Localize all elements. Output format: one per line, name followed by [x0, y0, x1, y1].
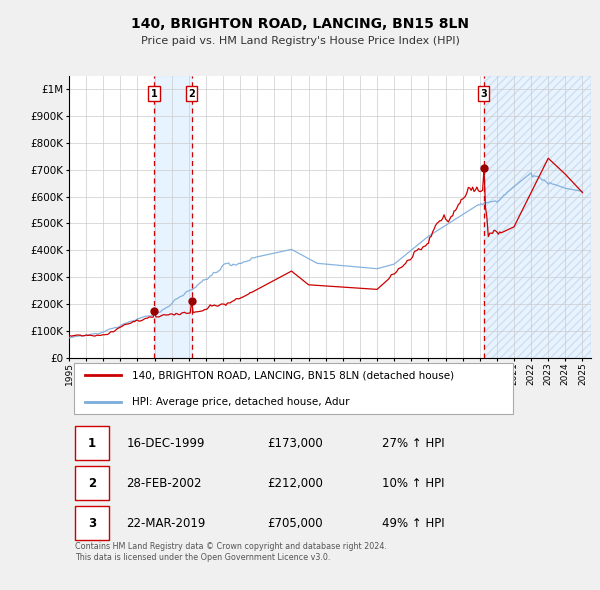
FancyBboxPatch shape — [75, 426, 109, 460]
FancyBboxPatch shape — [75, 506, 109, 540]
Text: 2: 2 — [88, 477, 96, 490]
Text: 49% ↑ HPI: 49% ↑ HPI — [382, 517, 445, 530]
Text: 140, BRIGHTON ROAD, LANCING, BN15 8LN: 140, BRIGHTON ROAD, LANCING, BN15 8LN — [131, 17, 469, 31]
Text: 16-DEC-1999: 16-DEC-1999 — [127, 437, 205, 450]
Text: 27% ↑ HPI: 27% ↑ HPI — [382, 437, 445, 450]
Text: 10% ↑ HPI: 10% ↑ HPI — [382, 477, 445, 490]
Text: 1: 1 — [151, 89, 157, 99]
Text: 2: 2 — [188, 89, 195, 99]
Text: £212,000: £212,000 — [268, 477, 323, 490]
Bar — [484, 76, 591, 358]
FancyBboxPatch shape — [75, 466, 109, 500]
Text: HPI: Average price, detached house, Adur: HPI: Average price, detached house, Adur — [131, 397, 349, 407]
Bar — [484, 76, 591, 358]
Bar — [154, 76, 191, 358]
Text: Price paid vs. HM Land Registry's House Price Index (HPI): Price paid vs. HM Land Registry's House … — [140, 37, 460, 46]
FancyBboxPatch shape — [74, 363, 513, 414]
Text: 28-FEB-2002: 28-FEB-2002 — [127, 477, 202, 490]
Text: £173,000: £173,000 — [268, 437, 323, 450]
Text: 1: 1 — [88, 437, 96, 450]
Text: 22-MAR-2019: 22-MAR-2019 — [127, 517, 206, 530]
Text: 140, BRIGHTON ROAD, LANCING, BN15 8LN (detached house): 140, BRIGHTON ROAD, LANCING, BN15 8LN (d… — [131, 370, 454, 380]
Text: £705,000: £705,000 — [268, 517, 323, 530]
Text: 3: 3 — [88, 517, 96, 530]
Text: Contains HM Land Registry data © Crown copyright and database right 2024.
This d: Contains HM Land Registry data © Crown c… — [75, 542, 387, 562]
Text: 3: 3 — [480, 89, 487, 99]
